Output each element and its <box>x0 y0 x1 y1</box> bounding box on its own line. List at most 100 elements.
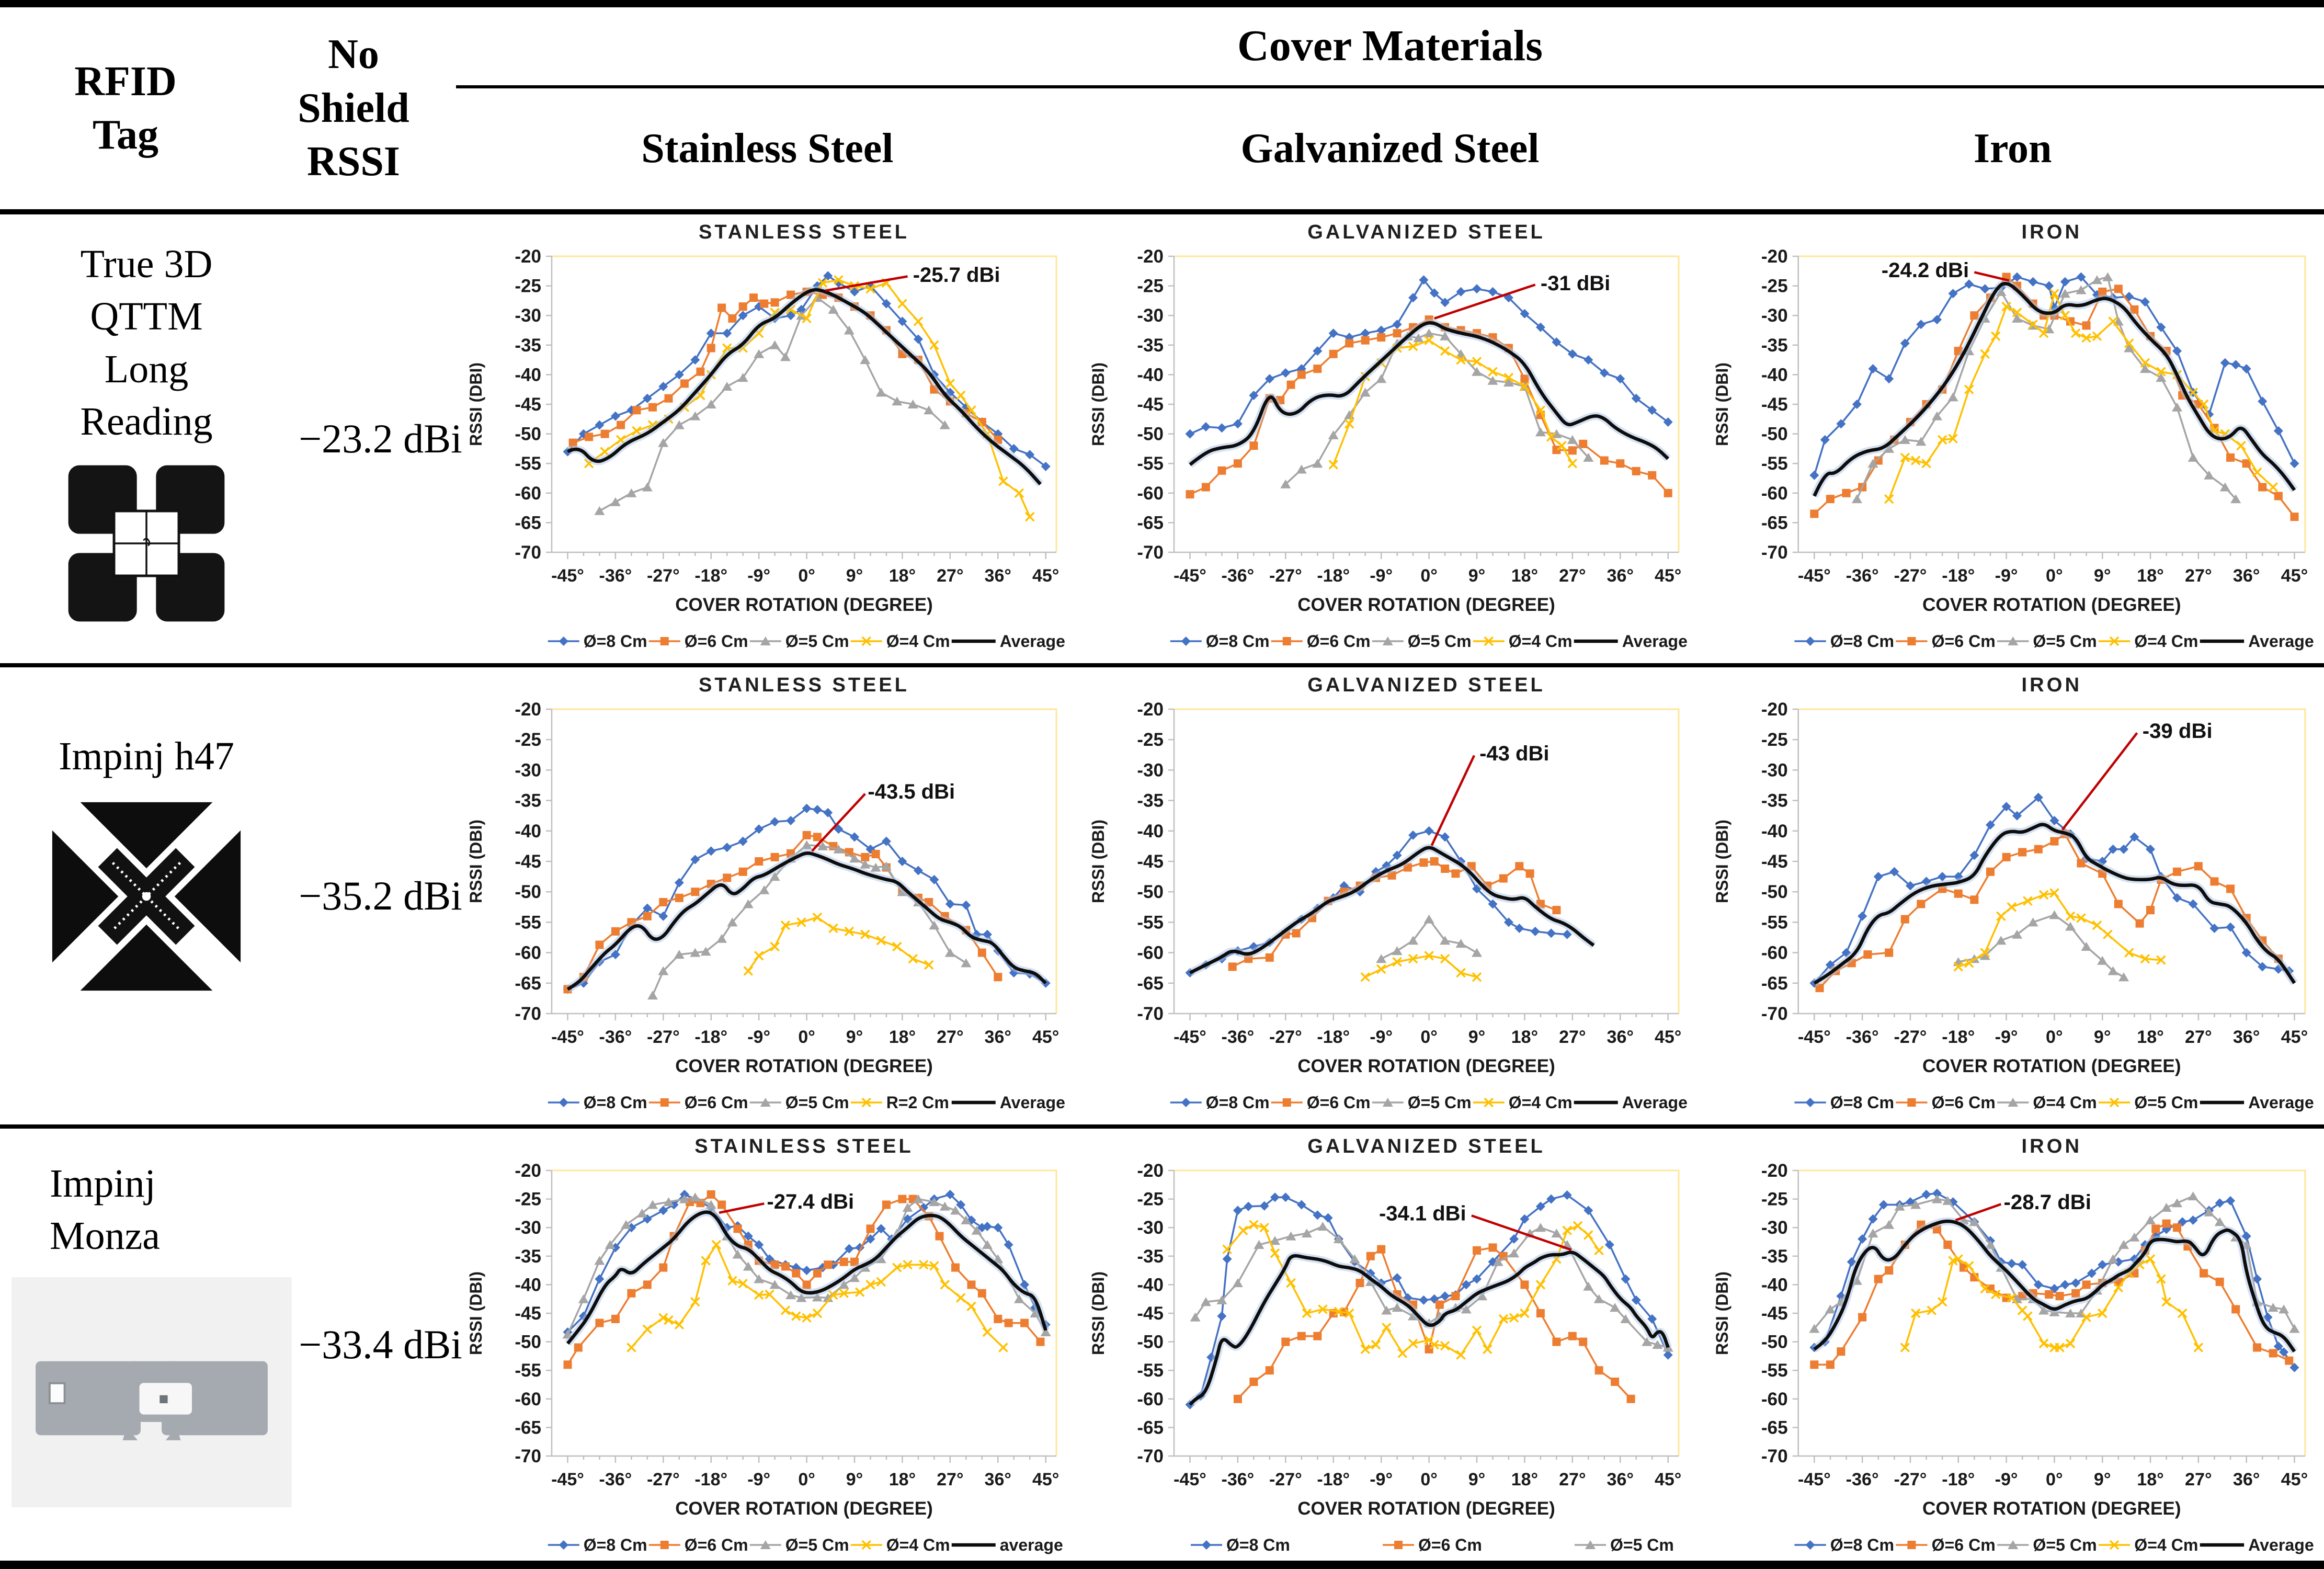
diamond-marker <box>754 1240 764 1249</box>
chart-monza-stainless: -20 -25 -30 -35 -40 -45 -50 -55 -60 -65 -70 -45° -36… <box>463 1129 1072 1561</box>
triangle-marker <box>679 1194 690 1203</box>
header-rfid-line2: Tag <box>92 112 158 158</box>
square-marker <box>1297 370 1306 379</box>
square-marker <box>2018 848 2027 857</box>
triangle-marker <box>1583 1281 1594 1291</box>
x-marker <box>780 1305 791 1315</box>
x-marker <box>892 1263 902 1272</box>
triangle-marker <box>1440 331 1451 340</box>
x-marker <box>860 929 870 939</box>
x-tick-label: 9° <box>1468 1470 1486 1490</box>
x-tick-label: -18° <box>1317 1470 1350 1490</box>
diamond-marker <box>1201 422 1211 431</box>
triangle-marker <box>1567 435 1578 444</box>
plot-border <box>1174 255 1680 552</box>
square-marker <box>802 831 811 839</box>
average-line <box>566 288 1042 485</box>
triangle-marker <box>849 854 860 863</box>
series-line <box>1332 339 1574 465</box>
legend-label: Average <box>1622 1093 1688 1112</box>
diamond-marker <box>610 411 620 421</box>
x-marker <box>2060 310 2070 321</box>
x-marker <box>1996 911 2006 922</box>
diamond-marker <box>1392 320 1402 329</box>
diamond-marker <box>1222 1254 1232 1264</box>
annotation-line <box>825 275 908 292</box>
annotation-label: -28.7 dBi <box>2003 1191 2091 1214</box>
diamond-marker <box>1440 1291 1450 1301</box>
diamond-marker <box>881 836 891 846</box>
x-marker <box>1249 1220 1259 1230</box>
x-marker <box>2023 896 2033 906</box>
x-marker <box>1397 1348 1408 1358</box>
diamond-marker <box>2172 346 2182 356</box>
y-tick-label: -70 <box>1137 542 1164 563</box>
annotation-label: -31 dBi <box>1541 272 1610 295</box>
diamond-marker <box>1546 1194 1556 1204</box>
table-row-monza: Impinj Monza −33.4 dBi -20 -25 -30 -35 -40 -4… <box>0 1129 2324 1561</box>
legend-label: Ø=6 Cm <box>1932 1093 1996 1112</box>
x-marker <box>828 1290 838 1300</box>
diamond-marker <box>2044 281 2054 291</box>
diamond-marker <box>722 843 732 852</box>
square-marker <box>1648 471 1657 480</box>
x-marker <box>2109 1097 2120 1108</box>
diamond-marker <box>913 334 923 344</box>
diamond-marker <box>765 1254 774 1264</box>
x-tick-label: -27° <box>1894 566 1927 586</box>
chart-h47-stainless: -20 -25 -30 -35 -40 -45 -50 -55 -60 -65 -70 -45° -36… <box>463 667 1072 1124</box>
x-marker <box>1429 1339 1439 1350</box>
h47-tag-image <box>44 797 248 996</box>
y-tick-label: -40 <box>515 821 541 842</box>
y-tick-label: -30 <box>515 305 541 326</box>
triangle-marker <box>1381 1305 1392 1315</box>
square-marker <box>770 298 779 307</box>
annotation-line <box>811 793 866 852</box>
square-marker <box>696 367 705 376</box>
plot-border <box>1798 1169 2306 1456</box>
triangle-marker <box>760 1540 771 1549</box>
diamond-marker <box>559 636 568 646</box>
square-marker <box>2194 862 2203 871</box>
diamond-marker <box>919 1203 929 1212</box>
x-marker <box>1948 434 1958 444</box>
series-line <box>747 916 929 972</box>
y-tick-label: -65 <box>1761 973 1788 994</box>
no-shield-value-qttm: −23.2 dBi <box>299 416 462 461</box>
square-marker <box>1292 929 1301 938</box>
x-marker <box>2268 482 2278 492</box>
triangle-marker <box>1979 951 1990 960</box>
square-marker <box>595 940 604 949</box>
triangle-marker <box>1809 1324 1820 1333</box>
x-tick-label: 0° <box>2046 1027 2063 1047</box>
triangle-marker <box>1382 636 1393 645</box>
cover-materials-rule <box>456 85 2324 88</box>
square-marker <box>824 1260 833 1269</box>
triangle-marker <box>1851 494 1862 504</box>
y-tick-label: -50 <box>515 424 541 445</box>
chart-monza-galvanized: -20 -25 -30 -35 -40 -45 -50 -55 -60 -65 -70 -45° -36… <box>1085 1129 1694 1561</box>
annotation-label: -43 dBi <box>1479 742 1549 765</box>
legend-label: Ø=4 Cm <box>1509 1093 1573 1112</box>
x-marker <box>2193 1343 2204 1352</box>
x-tick-label: 45° <box>1655 566 1681 586</box>
x-marker <box>1980 349 1990 359</box>
x-marker <box>1392 957 1402 967</box>
y-tick-label: -55 <box>1137 1360 1164 1381</box>
legend-label: average <box>1000 1536 1063 1554</box>
x-axis-label: COVER ROTATION (DEGREE) <box>1297 1056 1555 1076</box>
square-marker <box>2114 285 2123 293</box>
square-marker <box>1970 895 1979 904</box>
triangle-marker <box>1270 1236 1280 1245</box>
series-line <box>572 291 999 444</box>
y-tick-label: -55 <box>1761 912 1788 933</box>
square-marker <box>1201 483 1210 492</box>
square-marker <box>1600 456 1609 465</box>
x-marker <box>2081 333 2091 343</box>
x-tick-label: 0° <box>798 566 815 586</box>
x-tick-label: -27° <box>1894 1470 1927 1490</box>
legend-label: Ø=5 Cm <box>785 1536 849 1554</box>
x-marker <box>1408 1338 1418 1349</box>
diamond-marker <box>903 1214 913 1224</box>
square-marker <box>1281 1337 1290 1346</box>
